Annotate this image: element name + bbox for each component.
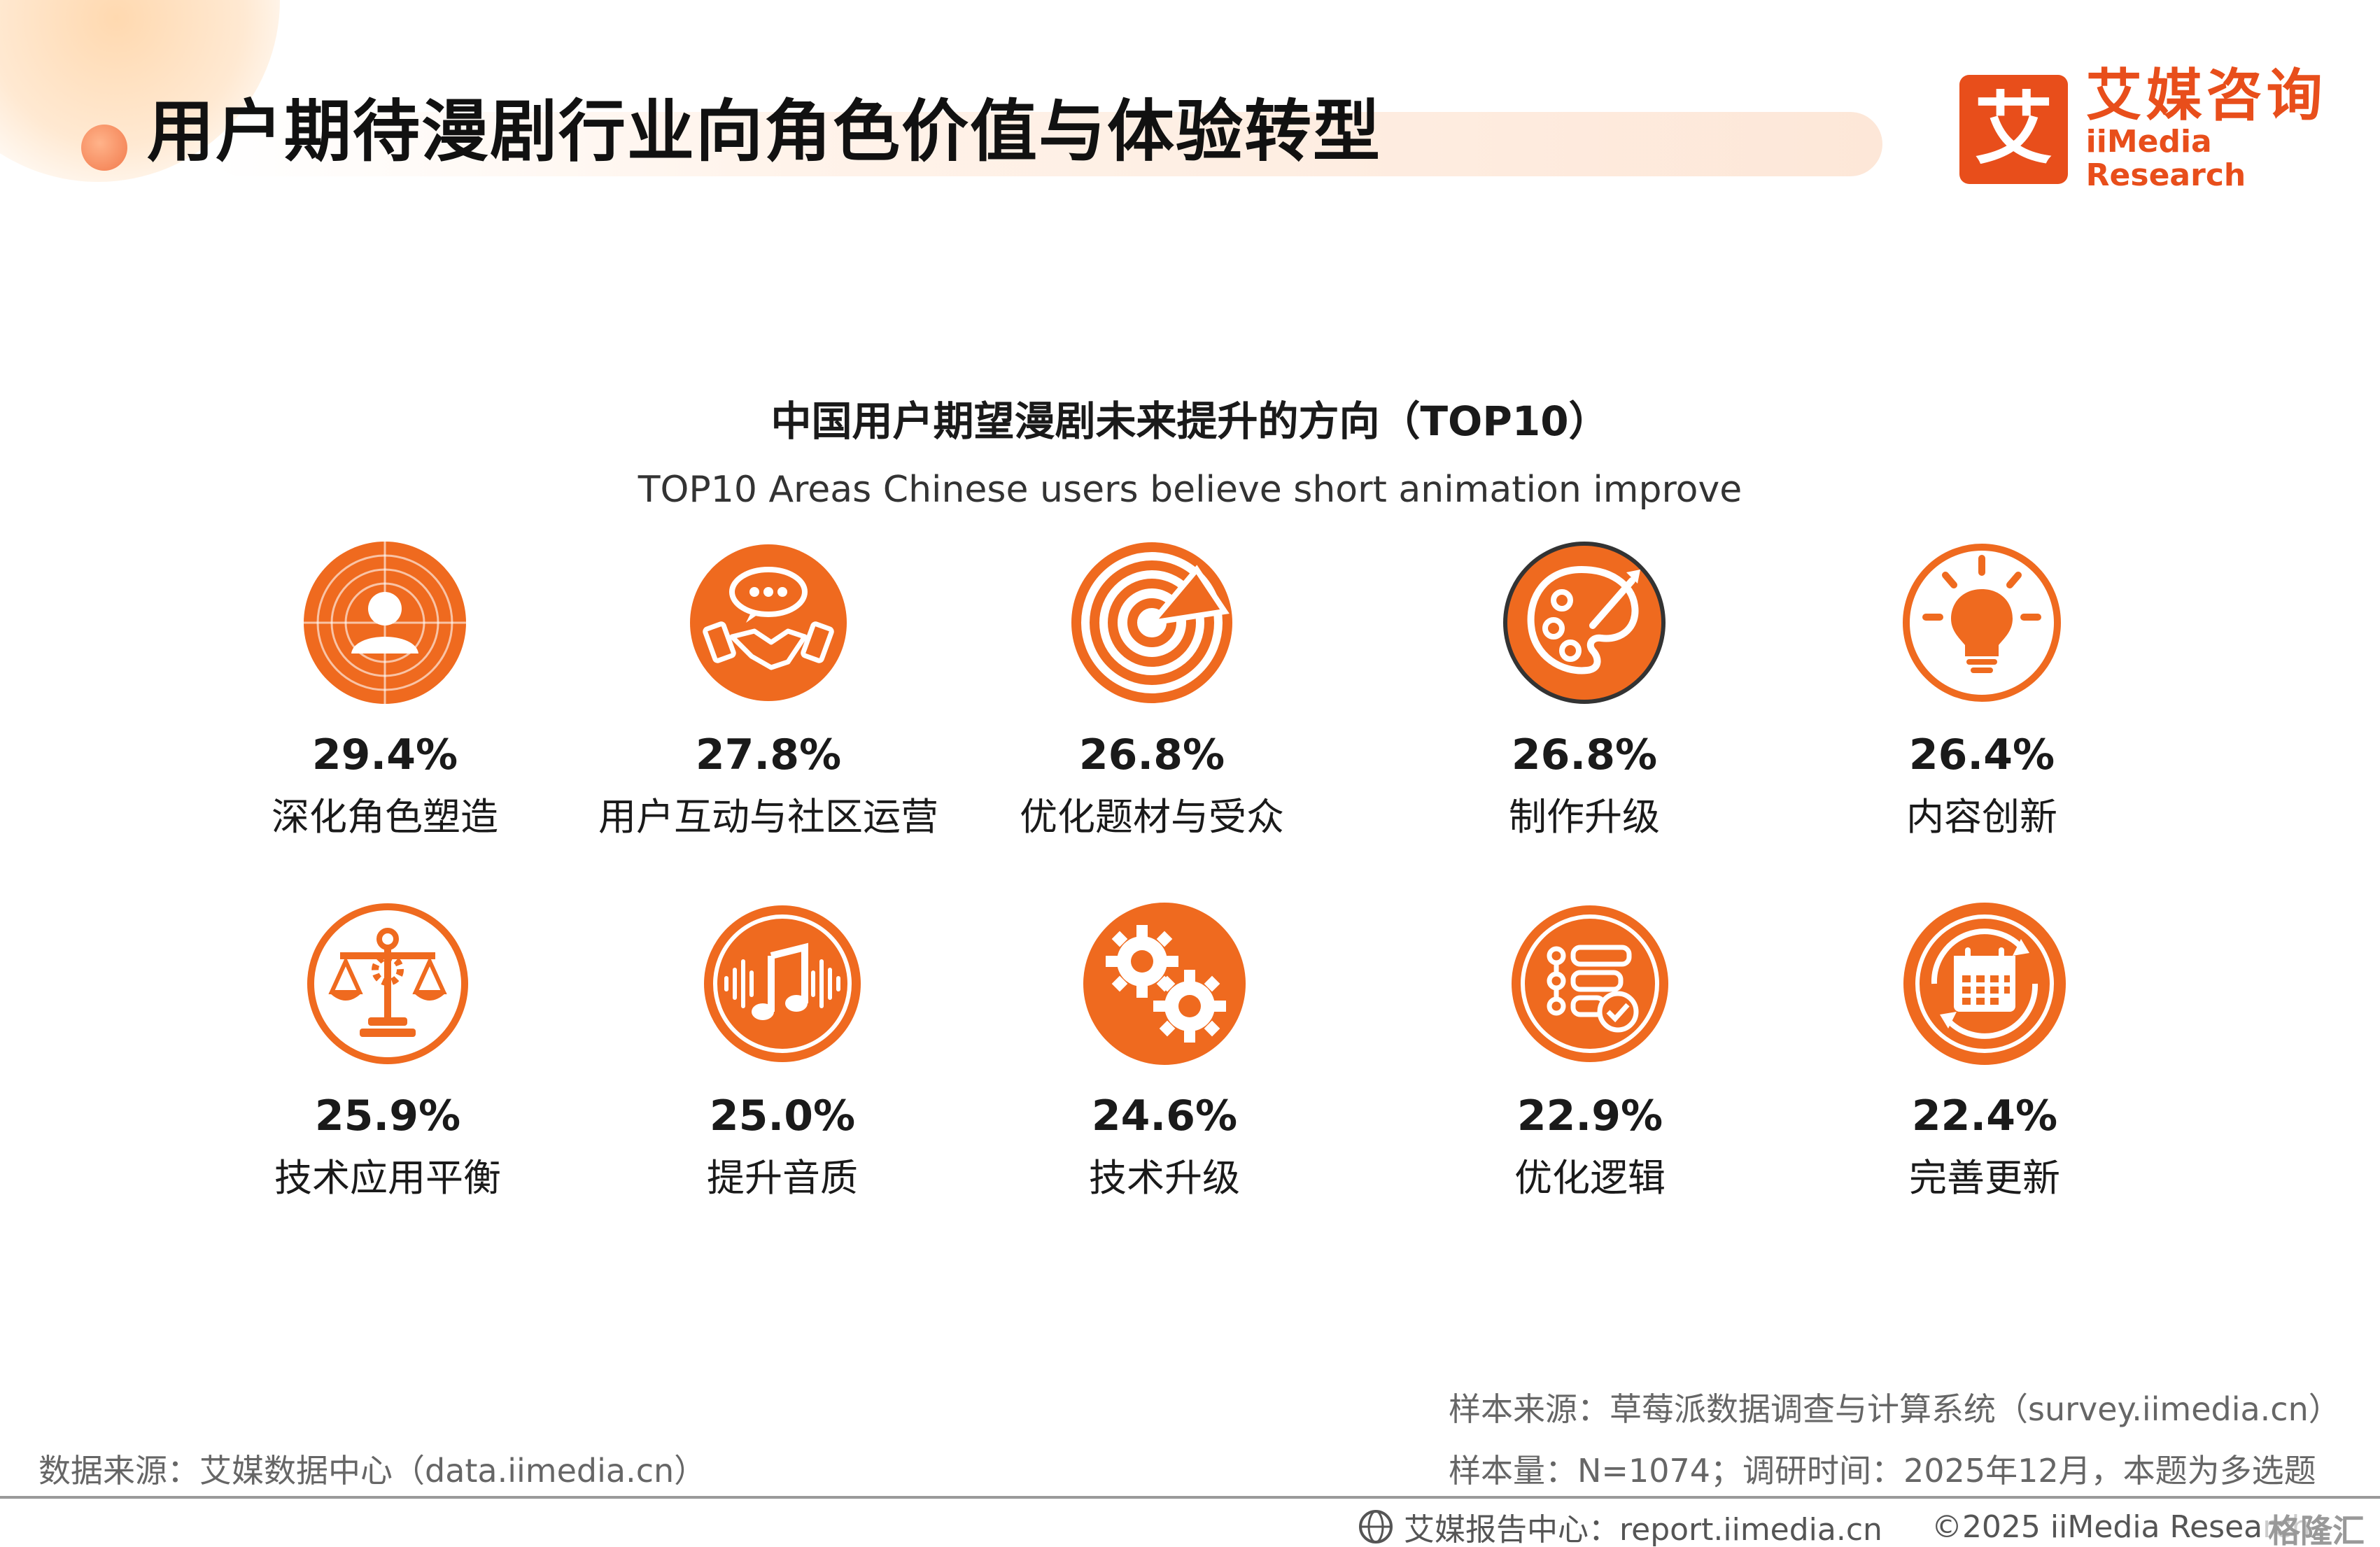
checklist-icon (1512, 905, 1668, 1062)
music-wave-icon (704, 905, 861, 1062)
grid-item: 26.8% 优化题材与受众 (956, 539, 1348, 838)
logo-mark: 艾 (1959, 75, 2068, 185)
item-label: 优化题材与受众 (1020, 795, 1284, 839)
item-label: 技术升级 (1089, 1156, 1240, 1200)
item-percentage: 25.9% (314, 1092, 461, 1140)
globe-icon (1359, 1510, 1393, 1544)
item-label: 用户互动与社区运营 (598, 795, 938, 839)
sample-info: 样本量：N=1074；调研时间：2025年12月，本题为多选题 (1449, 1452, 2316, 1490)
grid-item: 25.0% 提升音质 (586, 900, 978, 1199)
item-label: 技术应用平衡 (274, 1156, 501, 1200)
target-icon (1071, 542, 1232, 703)
logo-name-cn: 艾媒咨询 (2085, 63, 2327, 128)
decorative-dot (81, 125, 127, 171)
title-band (210, 112, 1882, 176)
scale-icon (307, 903, 468, 1064)
grid-item: 25.9% 技术应用平衡 (192, 900, 584, 1199)
item-percentage: 22.4% (1911, 1092, 2058, 1140)
page-title: 用户期待漫剧行业向角色价值与体验转型 (147, 92, 1381, 171)
item-percentage: 24.6% (1091, 1092, 1238, 1140)
item-percentage: 22.9% (1516, 1092, 1663, 1140)
item-label: 深化角色塑造 (272, 795, 498, 839)
item-percentage: 27.8% (695, 730, 842, 779)
user-target-icon (304, 542, 466, 704)
item-label: 提升音质 (707, 1156, 858, 1200)
grid-item: 26.4% 内容创新 (1786, 539, 2178, 838)
grid-item: 22.9% 优化逻辑 (1394, 900, 1786, 1199)
sample-source: 样本来源：草莓派数据调查与计算系统（survey.iimedia.cn） (1449, 1390, 2341, 1428)
palette-icon (1503, 542, 1666, 704)
brand-logo: 艾 艾媒咨询 iiMedia Research (1959, 66, 2380, 193)
grid-item: 22.4% 完善更新 (1789, 900, 2181, 1199)
footer-bar: 艾媒报告中心：report.iimedia.cn ©2025 iiMedia R… (1358, 1504, 2311, 1547)
item-percentage: 26.4% (1908, 730, 2055, 779)
gears-icon (1083, 903, 1246, 1065)
item-percentage: 26.8% (1078, 730, 1225, 779)
calendar-refresh-icon (1903, 903, 2066, 1065)
grid-item: 26.8% 制作升级 (1388, 539, 1780, 838)
item-label: 内容创新 (1906, 795, 2057, 839)
item-label: 优化逻辑 (1514, 1156, 1666, 1200)
data-source: 数据来源：艾媒数据中心（data.iimedia.cn） (38, 1452, 707, 1490)
item-percentage: 25.0% (709, 1092, 856, 1140)
watermark: 格隆汇 (2264, 1506, 2369, 1547)
copyright: ©2025 iiMedia Research (1931, 1509, 2311, 1545)
grid-item: 29.4% 深化角色塑造 (189, 539, 581, 838)
footer-divider (0, 1496, 2380, 1499)
item-label: 制作升级 (1509, 795, 1660, 839)
item-percentage: 26.8% (1511, 730, 1658, 779)
chart-subtitle: TOP10 Areas Chinese users believe short … (638, 469, 1742, 511)
logo-name-en: iiMedia Research (2085, 124, 2246, 194)
grid-item: 27.8% 用户互动与社区运营 (572, 539, 964, 838)
grid-item: 24.6% 技术升级 (969, 900, 1360, 1199)
lightbulb-icon (1903, 544, 2061, 702)
handshake-chat-icon (690, 544, 847, 701)
item-percentage: 29.4% (311, 730, 458, 779)
chart-title: 中国用户期望漫剧未来提升的方向（TOP10） (770, 397, 1610, 445)
item-label: 完善更新 (1909, 1156, 2060, 1200)
report-center-link[interactable]: 艾媒报告中心：report.iimedia.cn (1404, 1512, 1882, 1547)
